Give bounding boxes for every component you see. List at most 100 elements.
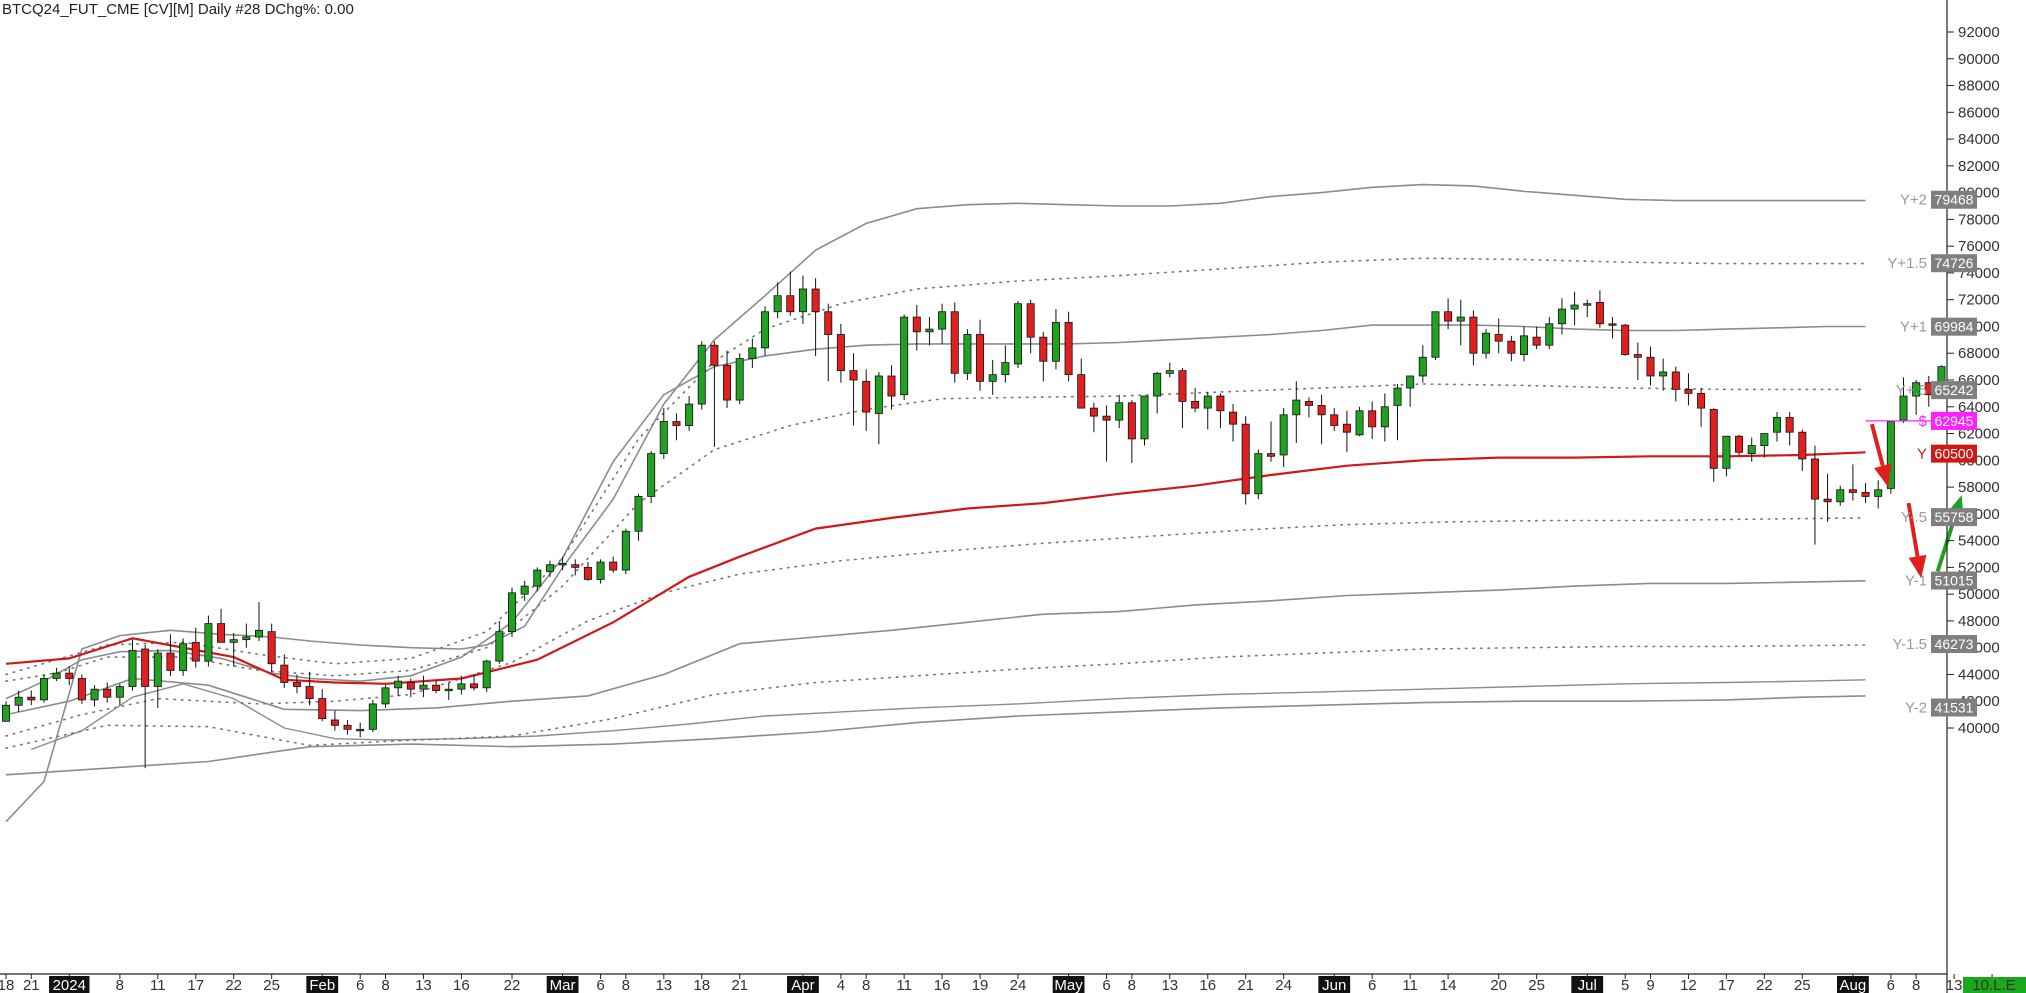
candle	[1570, 291, 1579, 326]
x-tick-label: 25	[1794, 977, 1811, 993]
x-tick-label: 24	[1010, 977, 1027, 993]
x-month-box	[1571, 976, 1604, 993]
candle-body-up	[545, 564, 554, 572]
x-tick-label: 13	[1161, 977, 1178, 993]
candle	[1722, 435, 1731, 477]
candle	[659, 408, 668, 459]
x-tick-label: 6	[1102, 977, 1110, 993]
candle-body-down	[166, 652, 175, 671]
candle	[1279, 408, 1288, 467]
candle-body-down	[1785, 417, 1794, 433]
x-month-label: Aug	[1840, 977, 1867, 993]
candle-body-down	[330, 719, 339, 726]
candle-body-up	[798, 288, 807, 313]
candle-body-down	[318, 698, 327, 720]
candle-body-down	[1595, 301, 1604, 325]
y-tick-label: 86000	[1958, 104, 2000, 121]
x-month-box	[787, 976, 819, 993]
candle	[558, 556, 567, 571]
candle	[1557, 298, 1566, 335]
candle	[761, 306, 770, 356]
candle-body-up	[419, 684, 428, 690]
x-tick-label: 11	[896, 977, 912, 993]
candle-body-down	[27, 696, 36, 701]
candle	[115, 683, 124, 706]
candle-body-up	[1747, 445, 1756, 455]
candle-body-down	[470, 683, 479, 689]
level-tag-value: 79468	[1935, 192, 1974, 208]
candle-body-down	[267, 631, 276, 665]
candle	[2, 701, 10, 722]
candle-body-down	[1267, 453, 1276, 457]
candle-body-down	[77, 678, 86, 701]
x-tick-label: 6	[596, 977, 604, 993]
candle	[912, 305, 921, 351]
candle	[1633, 342, 1642, 380]
x-tick-label: 21	[23, 977, 40, 993]
x-tick-label: 11	[1402, 977, 1418, 993]
candle-body-up	[179, 643, 188, 671]
candle	[1861, 483, 1870, 504]
candle	[52, 667, 61, 682]
candle	[1810, 445, 1819, 545]
candle	[1178, 367, 1187, 429]
candle-body-up	[394, 680, 403, 689]
candle	[507, 587, 516, 637]
candle-body-down	[811, 288, 820, 313]
candle	[533, 567, 542, 592]
level-tag-name: Y-1	[1905, 573, 1927, 590]
candle-body-up	[634, 496, 643, 532]
candle-body-down	[1532, 336, 1541, 346]
candle	[1001, 345, 1010, 383]
candle-body-up	[1140, 395, 1149, 440]
x-month-box	[306, 976, 339, 993]
candle-body-down	[786, 295, 795, 313]
arrow-shaft	[1906, 502, 1920, 557]
candle-body-up	[39, 678, 48, 701]
candle	[836, 323, 845, 383]
candle-body-down	[1608, 323, 1617, 326]
candle-body-up	[242, 636, 251, 641]
candle-body-up	[1203, 395, 1212, 409]
candle	[1342, 410, 1351, 453]
level-tag-name: Y-1.5	[1893, 636, 1927, 653]
candle	[1456, 299, 1465, 346]
candle-body-up	[1456, 316, 1465, 322]
candle-body-up	[1760, 433, 1769, 446]
candle	[482, 659, 491, 692]
candle-body-up	[356, 728, 365, 732]
candle	[394, 675, 403, 696]
candle	[1153, 371, 1162, 414]
level-tag-box	[1931, 381, 1977, 400]
candle	[976, 319, 985, 391]
level-tag-box	[1931, 254, 1977, 273]
level-tag-box	[1931, 190, 1977, 209]
candle-body-down	[1810, 458, 1819, 500]
candle	[647, 450, 656, 504]
level-tag-box	[1931, 698, 1977, 717]
candle	[1229, 404, 1238, 442]
candle	[229, 632, 238, 667]
band-lower-half-dot	[5, 517, 1867, 737]
candle	[1140, 395, 1149, 446]
candle-body-up	[1482, 332, 1491, 354]
x-tick-label: 6	[1887, 977, 1895, 993]
candle	[128, 639, 137, 691]
x-tick-label: 8	[381, 977, 389, 993]
last-label-box: 10.L.E	[1963, 977, 2026, 993]
candle	[1064, 311, 1073, 382]
candle-body-up	[368, 703, 377, 730]
candle-body-down	[1127, 402, 1136, 440]
candle	[1254, 449, 1263, 500]
candle	[938, 303, 947, 344]
candle-body-up	[1659, 371, 1668, 377]
candle-body-down	[1469, 316, 1478, 354]
candle	[457, 675, 466, 695]
level-tag-value: 46273	[1935, 636, 1974, 652]
candle-body-down	[583, 566, 592, 580]
candle-body-down	[1697, 392, 1706, 409]
x-tick-label: 21	[1237, 977, 1254, 993]
candle-body-up	[1722, 435, 1731, 469]
candle	[1532, 326, 1541, 350]
